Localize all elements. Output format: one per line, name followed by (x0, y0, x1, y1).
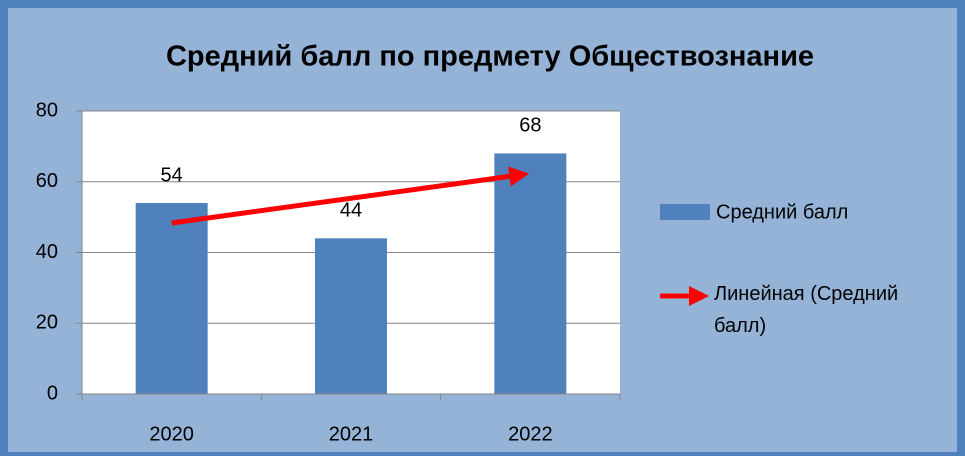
y-tick-label: 60 (36, 170, 58, 192)
bar (135, 202, 208, 394)
bar (315, 238, 387, 394)
y-tick-label: 80 (36, 99, 58, 121)
x-tick-label: 2022 (508, 423, 553, 445)
legend-label: Линейная (Средний балл) (714, 283, 899, 337)
x-tick-label: 2021 (329, 423, 374, 445)
x-tick-label: 2020 (149, 423, 194, 445)
bar (494, 153, 567, 394)
y-tick-label: 20 (36, 312, 58, 334)
legend-label: Средний балл (716, 201, 848, 223)
y-tick-label: 0 (47, 382, 58, 404)
legend-trend-box: Линейная (Средний балл) (714, 283, 899, 337)
data-label: 54 (161, 164, 183, 186)
legend-swatch (660, 204, 710, 220)
data-label: 44 (340, 200, 362, 222)
chart-title: Средний балл по предмету Обществознание (166, 41, 814, 73)
y-tick-label: 40 (36, 241, 58, 263)
data-label: 68 (519, 115, 541, 137)
trendline (171, 166, 530, 226)
